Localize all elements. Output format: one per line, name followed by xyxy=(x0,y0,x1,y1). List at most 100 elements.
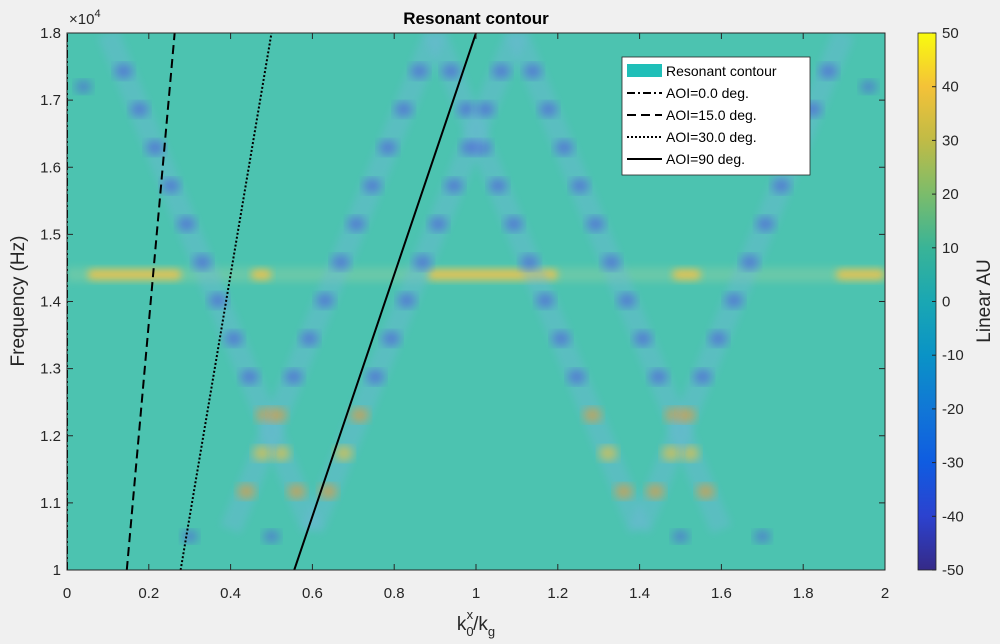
x-title-sup: x xyxy=(467,607,474,622)
heatmap-blob xyxy=(75,80,92,93)
heatmap-blob xyxy=(315,293,334,308)
heatmap-blob xyxy=(146,140,165,155)
x-title-sep: / xyxy=(473,614,479,635)
heatmap-blob xyxy=(649,369,668,384)
heatmap-blob xyxy=(193,255,212,270)
heatmap-layer xyxy=(67,33,885,543)
heatmap-blob xyxy=(599,446,618,461)
heatmap-blob xyxy=(696,484,715,499)
y-axis: 1 1.1 1.2 1.3 1.4 1.5 1.6 1.7 1.8 xyxy=(40,25,885,579)
heatmap-blob xyxy=(740,255,759,270)
y-tick-label: 1.3 xyxy=(40,361,61,378)
heatmap-blob xyxy=(819,64,838,79)
colorbar-tick-label: 20 xyxy=(942,186,959,203)
x-tick-label: 0.8 xyxy=(384,585,405,602)
colorbar-tick-label: 50 xyxy=(942,25,959,42)
heatmap-blob xyxy=(618,293,637,308)
x-tick-label: 1.8 xyxy=(793,585,814,602)
heatmap-blob xyxy=(677,408,696,423)
heatmap-blob xyxy=(539,102,558,117)
y-tick-label: 1.8 xyxy=(40,25,61,42)
heatmap-blob xyxy=(523,64,542,79)
heatmap-blob xyxy=(772,178,791,193)
y-exponent-base: ×10 xyxy=(69,11,94,28)
legend-label: AOI=0.0 deg. xyxy=(666,85,749,101)
colorbar-tick-label: -20 xyxy=(942,401,964,418)
heatmap-band-bright xyxy=(835,269,885,280)
heatmap-blob xyxy=(350,408,369,423)
heatmap-blob xyxy=(271,446,290,461)
heatmap-blob xyxy=(551,331,570,346)
heatmap-blob xyxy=(586,217,605,232)
colorbar-tick-label: -10 xyxy=(942,347,964,364)
heatmap-blob xyxy=(268,408,287,423)
heatmap-blob xyxy=(410,64,429,79)
heatmap-blob xyxy=(646,484,665,499)
x-tick-label: 0.4 xyxy=(220,585,241,602)
heatmap-blob xyxy=(754,530,771,543)
y-tick-label: 1.1 xyxy=(40,495,61,512)
heatmap-blob xyxy=(394,102,413,117)
heatmap-band-bright xyxy=(251,269,272,280)
x-title-base: k xyxy=(457,614,467,635)
heatmap-blob xyxy=(114,64,133,79)
x-axis: 0 0.2 0.4 0.6 0.8 1 1.2 1.4 1.6 1.8 2 xyxy=(63,33,889,602)
heatmap-blob xyxy=(555,140,574,155)
heatmap-blob xyxy=(429,217,448,232)
heatmap-blob xyxy=(334,446,353,461)
heatmap-blob xyxy=(570,178,589,193)
heatmap-blob xyxy=(366,369,385,384)
heatmap-blob xyxy=(520,255,539,270)
heatmap-blob xyxy=(253,446,272,461)
colorbar-tick-label: 10 xyxy=(942,240,959,257)
colorbar-tick-label: -40 xyxy=(942,508,964,525)
heatmap-blob xyxy=(662,446,681,461)
heatmap-blob xyxy=(504,217,523,232)
heatmap-blob xyxy=(680,446,699,461)
heatmap-blob xyxy=(177,217,196,232)
series-line-3 xyxy=(293,33,477,570)
legend-label: AOI=15.0 deg. xyxy=(666,107,757,123)
heatmap-blob xyxy=(161,178,180,193)
x-title-sub2: g xyxy=(488,624,495,639)
x-tick-label: 0.6 xyxy=(302,585,323,602)
heatmap-blob xyxy=(860,80,877,93)
colorbar-tick-label: -50 xyxy=(942,562,964,579)
colorbar-tick-label: 40 xyxy=(942,79,959,96)
heatmap-blob xyxy=(693,369,712,384)
heatmap-blob xyxy=(397,293,416,308)
heatmap-blob xyxy=(476,102,495,117)
y-exponent-power: 4 xyxy=(94,8,100,20)
heatmap-blob xyxy=(457,102,476,117)
y-tick-label: 1 xyxy=(53,562,61,579)
colorbar-tick-label: -30 xyxy=(942,455,964,472)
heatmap-blob xyxy=(672,530,689,543)
colorbar-tick-label: 30 xyxy=(942,132,959,149)
series-line-2 xyxy=(179,33,273,570)
series-line-1 xyxy=(125,33,176,570)
heatmap-blob xyxy=(331,255,350,270)
y-tick-label: 1.6 xyxy=(40,159,61,176)
heatmap-blob xyxy=(382,331,401,346)
colorbar-tick-label: 0 xyxy=(942,294,950,311)
legend-label: AOI=30.0 deg. xyxy=(666,129,757,145)
heatmap-blob xyxy=(413,255,432,270)
y-tick-label: 1.5 xyxy=(40,226,61,243)
heatmap-blob xyxy=(319,484,338,499)
x-tick-label: 1 xyxy=(472,585,480,602)
heatmap-blob xyxy=(347,217,366,232)
heatmap-blob xyxy=(284,369,303,384)
chart-title: Resonant contour xyxy=(403,9,549,28)
legend-label: AOI=90 deg. xyxy=(666,151,745,167)
x-tick-label: 1.2 xyxy=(547,585,568,602)
legend: Resonant contour AOI=0.0 deg. AOI=15.0 deg… xyxy=(621,56,811,176)
heatmap-blob xyxy=(378,140,397,155)
heatmap-blob xyxy=(237,484,256,499)
colorbar: 50 40 30 20 10 0 -10 -20 -30 -40 -50 Linear AU xyxy=(917,25,995,579)
heatmap-blob xyxy=(709,331,728,346)
heatmap-blob xyxy=(492,64,511,79)
x-title-sub: 0 xyxy=(466,624,473,639)
heatmap-blob xyxy=(536,293,555,308)
heatmap-blob xyxy=(724,293,743,308)
